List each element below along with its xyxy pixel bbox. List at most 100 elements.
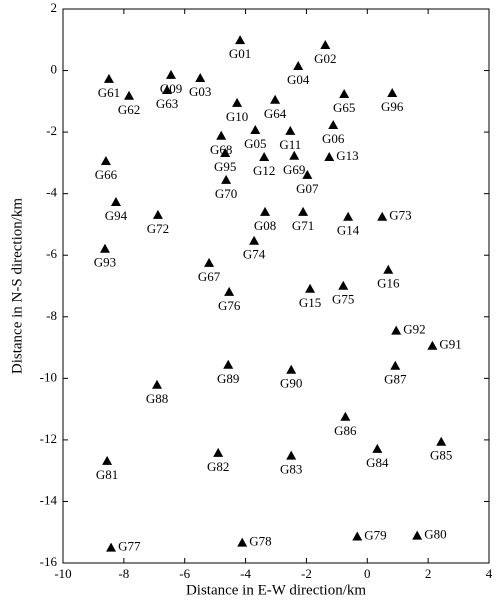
point-label: G02	[314, 51, 336, 66]
y-tick-label: -6	[46, 246, 57, 261]
point	[383, 264, 394, 274]
point	[166, 69, 177, 79]
x-tick-label: -8	[118, 566, 129, 581]
point-label: G15	[299, 295, 321, 310]
point-label: G07	[296, 181, 319, 196]
point-label: G90	[280, 376, 302, 391]
point-label: G04	[287, 72, 310, 87]
point-label: G74	[243, 247, 266, 262]
point	[221, 174, 232, 184]
point-label: G01	[229, 46, 251, 61]
point-label: G81	[96, 467, 118, 482]
point	[124, 90, 135, 100]
point	[220, 148, 231, 158]
point-label: G64	[264, 106, 287, 121]
point-label: G71	[292, 218, 314, 233]
point-label: G91	[439, 337, 461, 352]
point	[427, 340, 438, 350]
point-label: G05	[244, 136, 266, 151]
point-label: G11	[279, 137, 301, 152]
x-tick-label: -4	[240, 566, 251, 581]
point-label: G14	[337, 223, 360, 238]
point	[237, 537, 248, 547]
point-label: G61	[98, 85, 120, 100]
point-label: G84	[366, 455, 389, 470]
y-tick-label: -14	[40, 492, 58, 507]
point-label: G87	[384, 372, 407, 387]
point	[324, 152, 335, 162]
point	[162, 84, 173, 94]
point	[152, 379, 163, 389]
point-label: G13	[336, 148, 358, 163]
point-label: G73	[389, 208, 411, 223]
point	[103, 73, 114, 83]
point	[293, 60, 304, 70]
x-tick-label: 4	[486, 566, 493, 581]
point-label: G82	[207, 459, 229, 474]
point	[305, 283, 316, 293]
point-label: G86	[334, 423, 357, 438]
point-label: G78	[249, 534, 271, 549]
y-tick-label: -12	[40, 431, 57, 446]
point	[372, 443, 383, 453]
point	[286, 364, 297, 374]
x-tick-label: -10	[54, 566, 71, 581]
point-label: G96	[381, 99, 404, 114]
point	[99, 243, 110, 253]
point-label: G62	[118, 102, 140, 117]
plot-frame	[62, 8, 490, 564]
y-axis-title: Distance in N-S direction/km	[9, 198, 25, 375]
point	[216, 130, 227, 140]
x-tick-label: 2	[425, 566, 432, 581]
point-label: G95	[214, 159, 236, 174]
point	[250, 124, 261, 134]
point-label: G80	[424, 527, 446, 542]
point	[235, 35, 246, 45]
point-label: G92	[403, 322, 425, 337]
point-label: G93	[94, 255, 116, 270]
point	[352, 531, 363, 541]
point-label: G76	[218, 298, 241, 313]
x-tick-label: 0	[364, 566, 371, 581]
x-tick-label: -6	[179, 566, 190, 581]
y-tick-label: 2	[51, 0, 58, 15]
point	[302, 169, 313, 179]
point	[377, 211, 388, 221]
point	[328, 120, 339, 130]
point-label: G75	[332, 292, 354, 307]
y-tick-label: -4	[46, 185, 57, 200]
point	[223, 359, 234, 369]
point-label: G06	[322, 131, 345, 146]
point	[286, 450, 297, 460]
point-label: G72	[147, 221, 169, 236]
point-label: G67	[198, 269, 221, 284]
point-label: G89	[217, 371, 239, 386]
point-label: G79	[364, 528, 386, 543]
point-label: G83	[280, 462, 302, 477]
point-label: G69	[283, 162, 305, 177]
point-label: G94	[105, 208, 128, 223]
point	[412, 530, 423, 540]
point-label: G68	[210, 142, 232, 157]
point	[285, 125, 296, 135]
point	[289, 150, 300, 160]
point-label: G10	[226, 109, 248, 124]
point-label: G85	[430, 448, 452, 463]
point	[339, 88, 350, 98]
point	[343, 211, 354, 221]
point	[390, 360, 401, 370]
point	[213, 447, 224, 457]
point-label: G63	[156, 96, 178, 111]
point	[260, 206, 271, 216]
y-tick-label: -10	[40, 369, 57, 384]
x-axis-title: Distance in E-W direction/km	[186, 582, 366, 598]
point-label: G65	[333, 100, 355, 115]
point	[270, 94, 281, 104]
point-label: G77	[118, 539, 141, 554]
point	[232, 97, 243, 107]
y-tick-label: -8	[46, 308, 57, 323]
point-label: G12	[253, 163, 275, 178]
point	[249, 235, 260, 245]
point	[152, 209, 163, 219]
